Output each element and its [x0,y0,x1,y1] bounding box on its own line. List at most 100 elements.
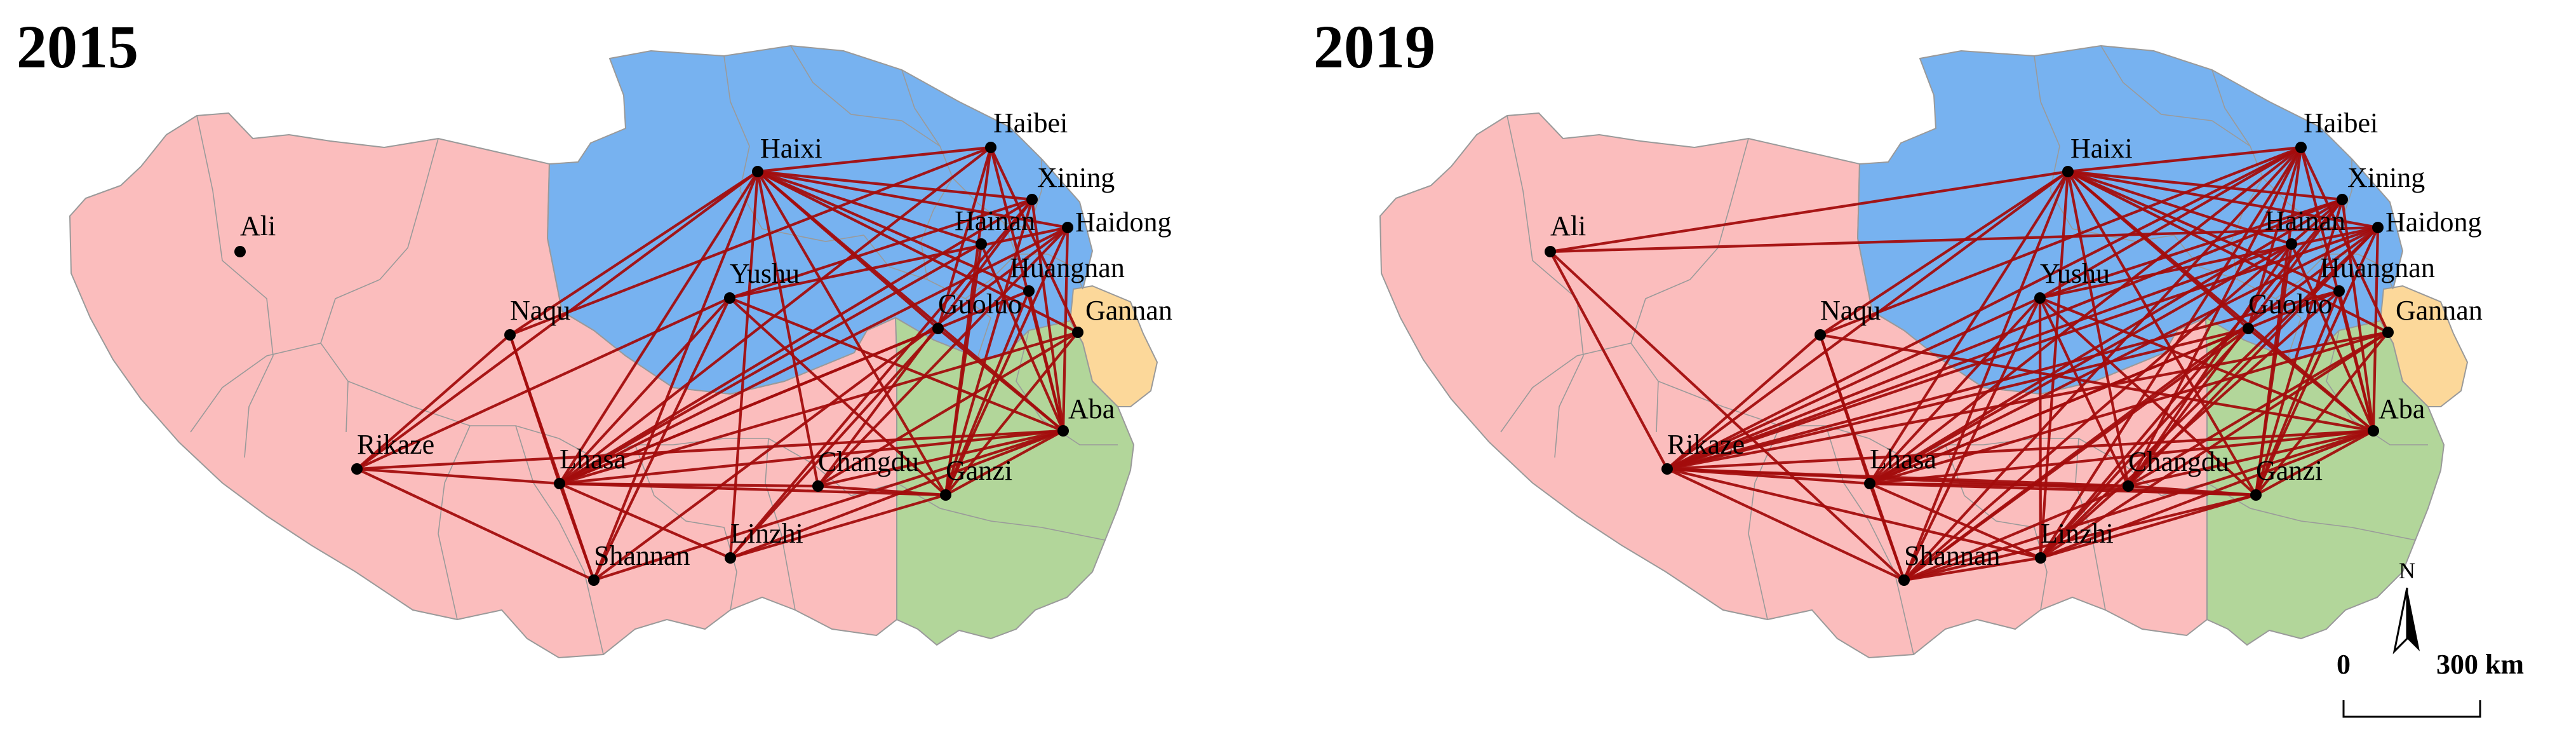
link-group [1549,146,2389,582]
link-xining-aba [1030,199,1065,431]
city-label-ali: Ali [240,210,276,241]
link-huangnan-ganzi [944,290,1030,496]
link-haixi-shannan [593,171,759,581]
link-haidong-yushu [2039,226,2378,300]
link-hainan-ganzi [2254,243,2293,496]
link-haidong-linzhi [2039,226,2379,559]
city-label-huangnan: Huangnan [1010,252,1125,283]
city-label-gannan: Gannan [1085,295,1172,326]
city-label-haixi: Haixi [2070,133,2133,164]
city-label-guoluo: Guoluo [938,288,1022,320]
city-node-shannan [588,574,600,586]
link-haidong-yushu [729,226,1068,300]
north-label: N [2399,558,2415,583]
city-label-ganzi: Ganzi [946,455,1012,486]
link-guoluo-rikaze [1667,327,2249,471]
city-node-gannan [2382,327,2394,338]
link-haidong-aba [2371,227,2380,431]
link-rikaze-naqu [356,334,511,470]
link-hainan-lhasa [1868,243,2293,485]
link-aba-guoluo [2247,327,2375,432]
city-label-lhasa: Lhasa [560,444,626,475]
link-aba-changdu [817,429,1064,488]
link-aba-naqu [1820,333,2374,433]
link-haidong-ali [1550,226,2378,254]
link-haibei-naqu [509,146,991,336]
link-aba-rikaze [356,429,1064,471]
link-aba-shannan [593,429,1064,582]
county-boundary [1630,138,1749,433]
city-node-haibei [2295,142,2307,153]
link-ganzi-yushu [728,297,947,496]
scale-bar: 0 300 km [2337,649,2524,718]
link-yushu-shannan [593,297,731,581]
link-hainan-aba [2290,243,2375,431]
link-yushu-changdu [2039,297,2130,487]
link-gannan-lhasa [1869,330,2389,485]
link-yushu-linzhi [2038,297,2043,559]
city-label-changdu: Changdu [818,446,919,477]
link-haixi-linzhi [728,171,760,559]
city-label-yushu: Yushu [2040,258,2110,289]
link-yushu-rikaze [356,297,730,470]
link-huangnan-aba [2337,290,2375,431]
link-rikaze-changdu [1667,467,2129,488]
link-huangnan-aba [1027,290,1065,431]
county-boundary [1825,425,1914,655]
link-yushu-rikaze [1667,297,2041,470]
region-gansu [2379,285,2469,407]
link-guoluo-linzhi [729,327,939,559]
link-xining-lhasa [1868,198,2344,485]
link-xining-rikaze [1667,198,2343,470]
city-node-yushu [724,292,735,304]
city-label-haidong: Haidong [1075,207,1172,238]
scale-distance-label: 300 km [2436,649,2524,680]
county-boundary [901,69,941,147]
region-sichuan [894,316,1135,646]
region-sichuan [2204,316,2445,646]
county-boundary [723,55,864,242]
link-haixi-ali [1550,170,2069,254]
link-hainan-aba [980,243,1064,431]
city-node-haixi [2062,166,2074,177]
city-label-gannan: Gannan [2396,295,2483,326]
city-node-haixi [752,166,763,177]
city-label-shannan: Shannan [594,540,690,571]
link-lhasa-changdu [1869,482,2129,488]
link-haidong-lhasa [1869,226,2378,485]
city-node-ali [234,246,246,257]
link-gannan-lhasa [559,330,1078,485]
link-xining-yushu [729,198,1033,299]
link-guoluo-shannan [1903,327,2250,581]
county-boundary [2211,69,2251,147]
link-aba-shannan [1903,429,2374,582]
link-aba-ganzi [2255,430,2375,496]
link-ali-shannan [1549,250,1905,581]
city-label-linzhi: Linzhi [730,518,803,549]
link-huangnan-linzhi [2039,290,2340,559]
link-haibei-gannan [989,147,1079,333]
city-label-naqu: Naqu [510,295,570,326]
link-haixi-lhasa [558,170,759,485]
city-node-huangnan [1023,285,1035,297]
county-boundary [2326,330,2428,445]
link-haidong-ganzi [944,227,1069,496]
link-ganzi-shannan [1903,493,2257,582]
county-boundary [1016,330,1118,445]
link-haixi-gannan [2067,170,2389,334]
link-aba-ganzi [944,430,1064,496]
link-haixi-changdu [756,171,820,487]
city-label-aba: Aba [2378,393,2425,424]
link-aba-yushu [729,297,1064,432]
link-huangnan-ganzi [2255,290,2340,496]
county-boundary [190,342,321,433]
city-label-xining: Xining [1037,162,1115,193]
link-hainan-rikaze [1667,243,2292,470]
city-node-yushu [2034,292,2046,304]
north-arrow-icon: N [2392,558,2420,654]
link-aba-guoluo [937,327,1064,432]
link-lhasa-changdu [559,482,819,488]
